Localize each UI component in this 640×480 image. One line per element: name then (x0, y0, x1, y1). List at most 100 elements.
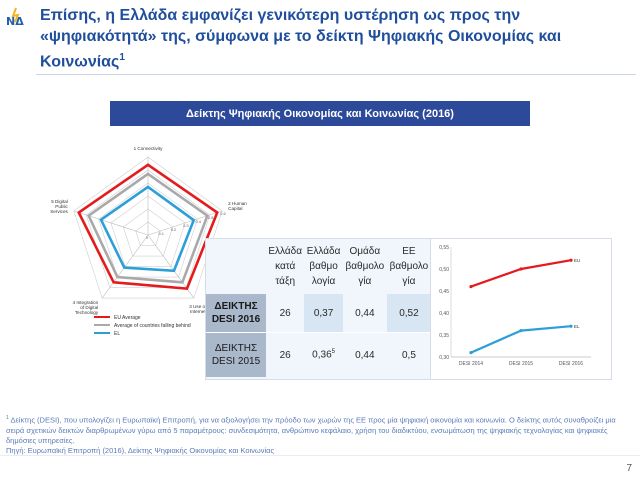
legend-label: EL (114, 331, 120, 337)
cell-rank: 26 (266, 294, 305, 333)
cell-eu-score: 0,52 (386, 294, 431, 333)
radar-series-eu-average (77, 163, 219, 291)
radar-axis-label: Services (50, 209, 68, 214)
row-label-line: DESI 2015 (211, 356, 261, 367)
radar-axis-label: 2 Human (228, 201, 247, 206)
radar-axis-label: Capital (228, 206, 242, 211)
page-title-text: Επίσης, η Ελλάδα εμφανίζει γενικότερη υσ… (40, 7, 562, 71)
header-line: λογία (311, 276, 336, 287)
x-tick-label: DESI 2014 (459, 361, 483, 367)
cell-greece-score: 0,365 (304, 333, 342, 378)
radar-axis-label: 1 Connectivity (134, 146, 164, 151)
x-tick-label: DESI 2016 (559, 361, 583, 367)
header-line: τάξη (275, 276, 296, 287)
line-point-eu (519, 267, 523, 271)
y-tick-label: 0,50 (439, 267, 449, 273)
x-tick-label: DESI 2015 (509, 361, 533, 367)
table-row-desi-2016: ΔΕΙΚΤΗΣ DESI 2016 26 0,37 0,44 0,52 (206, 294, 431, 333)
cell-greece-score: 0,37 (304, 294, 343, 333)
line-point-el (519, 329, 523, 333)
radar-grid-ring (122, 208, 174, 257)
footnote-text: Δείκτης (DESI), που υπολογίζει η Ευρωπαϊ… (6, 415, 616, 445)
radar-axis-label: of Digital (80, 305, 98, 310)
line-chart: 0,30 0,35 0,40 0,45 0,50 0,55 DESI 2014 DESI 20… (439, 245, 591, 367)
radar-axis-label: Public (55, 204, 68, 209)
table-header-row: Ελλάδα κατά τάξη Ελλάδα βαθμο λογία Ομάδ… (206, 239, 431, 294)
radar-axis-line (73, 210, 149, 236)
header-line: γία (358, 276, 372, 287)
radar-axis-label: Internet (190, 309, 206, 314)
row-label-line: ΔΕΙΚΤΗΣ (214, 343, 258, 354)
party-logo (11, 7, 20, 23)
radar-scale-label: 0.2 (171, 227, 177, 232)
legend-label: Average of countries falling behind (114, 323, 191, 329)
line-point-el (469, 351, 473, 355)
section-banner: Δείκτης Ψηφιακής Οικονομίας και Κοινωνία… (110, 101, 530, 126)
page-title: Επίσης, η Ελλάδα εμφανίζει γενικότερη υσ… (40, 5, 630, 72)
row-label: ΔΕΙΚΤΗΣ DESI 2016 (206, 294, 266, 333)
page-number: 7 (626, 463, 632, 474)
series-end-label: EL (574, 324, 580, 329)
cell-footnote-marker: 5 (331, 349, 335, 356)
radar-grid-ring (135, 221, 161, 246)
table-row-desi-2015: ΔΕΙΚΤΗΣ DESI 2015 26 0,365 0,44 0,5 (206, 332, 431, 378)
cell-value: 0,36 (312, 349, 332, 361)
header-group-score: Ομάδα βαθμολο γία (343, 239, 387, 294)
radar-grid-ring (85, 169, 211, 288)
line-point-eu (469, 285, 473, 289)
radar-scale-label: 0.6 (220, 211, 226, 216)
radar-chart: 0 0.1 0.2 0.3 0.4 0.5 0.6 1 Connectivity 2 Human… (50, 146, 247, 337)
line-point-el (569, 324, 573, 328)
desi-table: Ελλάδα κατά τάξη Ελλάδα βαθμο λογία Ομάδ… (206, 239, 431, 377)
header-greece-rank: Ελλάδα κατά τάξη (266, 239, 304, 294)
line-series-eu (470, 259, 572, 288)
y-tick-label: 0,45 (439, 289, 449, 295)
logo-text: ΝΔ (6, 15, 24, 28)
footnote-source: Πηγή: Ευρωπαϊκή Επιτροπή (2016), Δείκτης… (6, 445, 275, 455)
series-end-label: EU (574, 258, 580, 263)
header-line: βαθμολο (389, 261, 429, 272)
radar-series-average-of-countries-falling-behind (87, 172, 209, 284)
cell-eu-score: 0,5 (401, 349, 416, 361)
radar-axis-label: Technology (75, 310, 99, 315)
cell-rank: 26 (279, 349, 291, 361)
title-footnote-marker: 1 (119, 52, 125, 63)
cell-group-score: 0,44 (342, 294, 387, 333)
footnote-definition: 1 Δείκτης (DESI), που υπολογίζει η Ευρωπ… (6, 413, 616, 446)
radar-scale-label: 0 (146, 235, 149, 240)
line-chart-panel: 0,30 0,35 0,40 0,45 0,50 0,55 DESI 2014 DESI 20… (430, 238, 612, 380)
header-greece-score: Ελλάδα βαθμο λογία (304, 239, 342, 294)
title-divider (36, 74, 636, 75)
bottom-divider (0, 455, 640, 456)
header-line: Ελλάδα (268, 246, 303, 257)
radar-axis-label: 3 Use of (189, 304, 207, 309)
row-label-line: DESI 2016 (211, 314, 261, 325)
radar-scale-label: 0.3 (183, 223, 189, 228)
radar-grid-ring (73, 156, 223, 299)
legend-label: EU Average (114, 315, 141, 321)
table-corner (206, 239, 266, 294)
footnote-marker: 1 (6, 415, 9, 421)
header-line: ΕΕ (402, 246, 416, 257)
radar-axis-line (147, 210, 223, 236)
header-line: βαθμολο (345, 261, 385, 272)
radar-grid-ring (110, 195, 186, 267)
row-label: ΔΕΙΚΤΗΣ DESI 2015 (206, 332, 266, 377)
header-line: Ομάδα (349, 246, 381, 257)
header-eu-score: ΕΕ βαθμολο γία (387, 239, 431, 294)
cell-group-score: 0,44 (355, 349, 375, 361)
desi-table-panel: Ελλάδα κατά τάξη Ελλάδα βαθμο λογία Ομάδ… (205, 238, 432, 380)
y-tick-label: 0,40 (439, 311, 449, 317)
header-line: βαθμο (309, 261, 338, 272)
y-tick-label: 0,55 (439, 245, 449, 251)
y-tick-label: 0,35 (439, 333, 449, 339)
header-line: γία (402, 276, 416, 287)
radar-scale-label: 0.5 (208, 215, 214, 220)
radar-axis-label: 5 Digital (51, 199, 68, 204)
y-tick-label: 0,30 (439, 355, 449, 361)
line-point-eu (569, 258, 573, 262)
radar-grid-ring (98, 182, 198, 278)
radar-series-el (99, 185, 196, 273)
header-line: Ελλάδα (306, 246, 341, 257)
radar-scale-label: 0.4 (195, 219, 201, 224)
